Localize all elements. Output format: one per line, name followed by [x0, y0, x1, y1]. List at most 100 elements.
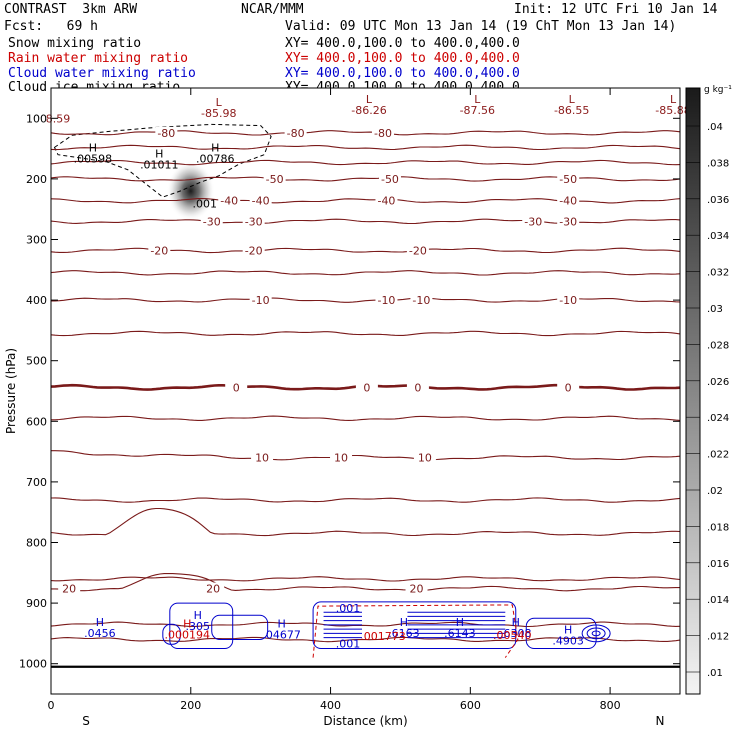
temperature-contour-label: 10	[418, 452, 432, 465]
contour-label-bg	[218, 194, 241, 207]
plot-frame	[50, 87, 681, 695]
x-tick-label: 600	[460, 699, 481, 712]
temperature-contour-label: -50	[381, 173, 399, 186]
colorbar-tick-label: .04	[707, 122, 723, 133]
temperature-contour-label: 0	[414, 381, 421, 394]
extremum-value: -87.56	[460, 104, 495, 117]
y-tick-label: 700	[26, 476, 47, 489]
extremum-value: .01011	[140, 159, 179, 172]
temperature-contour-label: -80	[287, 127, 305, 140]
cloud-water-contour-0	[169, 602, 234, 650]
colorbar-tick-label: .028	[707, 340, 729, 351]
contour-label-bg	[263, 172, 286, 185]
y-tick-label: 400	[26, 294, 47, 307]
temperature-contour-label: -80	[374, 127, 392, 140]
temperature-contour-label: 0	[363, 381, 370, 394]
extremum-l-marker: L	[366, 93, 373, 106]
contour-label-bg	[251, 451, 274, 464]
y-tick-label: 900	[26, 597, 47, 610]
extremum-h-marker: H	[512, 616, 520, 629]
x-tick-label: 200	[180, 699, 201, 712]
colorbar-tick-label: .018	[707, 522, 729, 533]
extremum-h-marker: H	[456, 616, 464, 629]
colorbar-tick-label: .038	[707, 158, 729, 169]
contour-label-bg	[225, 381, 248, 394]
colorbar-tick-label: .032	[707, 268, 729, 279]
extremum-value: -85.88	[655, 104, 690, 117]
extremum-value: -85.98	[201, 107, 236, 120]
temperature-contour-20	[51, 572, 680, 592]
extremum-value: -86.26	[351, 104, 386, 117]
legend-xy-cloud-water: XY= 400.0,100.0 to 400.0,400.0	[285, 66, 520, 81]
contour-label-bg	[522, 215, 545, 228]
extremum-value: .305	[186, 620, 211, 633]
contour-label-bg	[410, 294, 433, 307]
colorbar-unit: g kg⁻¹	[704, 85, 732, 95]
colorbar-tick-label: .022	[707, 450, 729, 461]
extremum-value: .6163	[388, 627, 420, 640]
legend-label-cloud-water: Cloud water mixing ratio	[8, 66, 196, 81]
colorbar-tick-label: .01	[707, 668, 723, 679]
extremum-h-marker: H	[89, 142, 97, 155]
header-title: CONTRAST 3km ARW	[4, 2, 138, 17]
colorbar-tick-label: .024	[707, 413, 729, 424]
temperature-contour-label: -40	[559, 195, 577, 208]
contour-label-bg	[405, 582, 428, 595]
cloud-water-contour-2	[525, 617, 597, 650]
thin-contour-f	[50, 330, 681, 337]
rain-water-contour	[312, 604, 519, 658]
temperature-contour-10	[51, 450, 681, 461]
y-tick-label: 300	[26, 234, 47, 247]
temperature-contour-label: 0	[565, 381, 572, 394]
extremum-h-marker: H	[211, 142, 219, 155]
temperature-contour-label: -80	[157, 127, 175, 140]
y-tick-label: 800	[26, 537, 47, 550]
extremum-value: .000194	[165, 628, 211, 641]
extremum-value: .0456	[84, 627, 116, 640]
x-tick-label: 800	[600, 699, 621, 712]
x-end-label-south: S	[82, 714, 90, 728]
contour-label-bg	[557, 194, 580, 207]
contour-label-bg	[155, 126, 178, 139]
colorbar-tick-label: .016	[707, 559, 729, 570]
temperature-contour-label: -30	[559, 215, 577, 228]
extremum-value: .00786	[196, 153, 235, 166]
contour-label-bg	[242, 244, 265, 257]
contour-label-bg	[249, 194, 272, 207]
contour-label-bg	[200, 215, 223, 228]
extremum-h-marker: H	[277, 617, 285, 630]
y-tick-label: 200	[26, 173, 47, 186]
contour-label-bg	[375, 194, 398, 207]
contour-label-bg	[58, 582, 81, 595]
temperature-contour-label: -10	[377, 294, 395, 307]
temperature-contour-label: -20	[409, 244, 427, 257]
temperature-contour-label: -40	[220, 195, 238, 208]
contour-label-bg	[371, 126, 394, 139]
contour-value-label: .001	[193, 198, 218, 211]
legend-xy-snow: XY= 400.0,100.0 to 400.0,400.0	[285, 36, 520, 51]
extremum-value: -86.55	[554, 104, 589, 117]
cloud-water-contour-3	[211, 614, 269, 640]
y-tick-label: 500	[26, 355, 47, 368]
temperature-contour-label: 20	[410, 583, 424, 596]
colorbar-tick-label: .02	[707, 486, 723, 497]
temperature-contour-label: -50	[266, 173, 284, 186]
thin-contour-a	[50, 576, 681, 582]
temperature-contour-label: 10	[255, 452, 269, 465]
thin-contour-e	[50, 507, 681, 537]
contour-label-bg	[406, 244, 429, 257]
snow-max-shading	[166, 161, 215, 222]
extremum-value: .6143	[444, 627, 476, 640]
contour-label-bg	[375, 294, 398, 307]
y-axis-title: Pressure (hPa)	[4, 348, 18, 434]
contour-label-bg	[406, 381, 429, 394]
temperature-contour-label: -10	[252, 294, 270, 307]
temperature-contour-label: -10	[559, 294, 577, 307]
colorbar-tick-label: .034	[707, 231, 729, 242]
temperature-contour-label: -50	[559, 173, 577, 186]
colorbar	[685, 87, 701, 695]
contour-label-bg	[249, 294, 272, 307]
temperature-contour-label: -10	[412, 294, 430, 307]
header-center: NCAR/MMM	[241, 2, 304, 17]
